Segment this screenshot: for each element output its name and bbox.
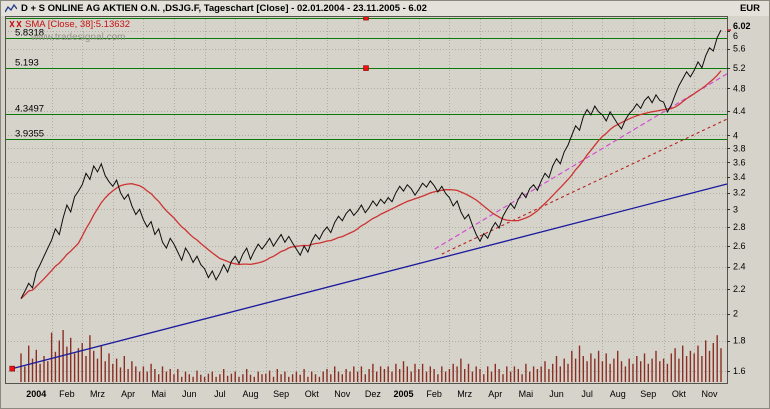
plot-border [5, 16, 728, 384]
axis-tick-label: 4 [733, 130, 738, 140]
red-dashed-trendline[interactable] [441, 118, 728, 255]
month-label: Jul [581, 389, 593, 399]
month-label: Feb [426, 389, 442, 399]
month-label: Nov [334, 389, 351, 399]
month-label: 2005 [393, 389, 413, 399]
month-label: Feb [59, 389, 75, 399]
axis-tick-label: 2.6 [733, 241, 746, 251]
trendline-drag-handle[interactable] [9, 365, 15, 372]
sma-label: SMA [Close, 38]:5.13632 [25, 19, 131, 30]
close-price-line [20, 29, 722, 299]
chart-title: D + S ONLINE AG AKTIEN O.N. ,DSJG.F, Tag… [21, 3, 427, 14]
axis-tick-label: 3 [733, 204, 738, 214]
axis-tick-label: 3.8 [733, 144, 746, 154]
sma-icon [9, 20, 22, 29]
time-axis[interactable]: 2004 Feb Mrz Apr Mai Jun Jul Aug Sep Okt Nov Dez 200… [26, 389, 718, 399]
gridlines [5, 16, 727, 383]
month-label: Apr [121, 389, 135, 399]
axis-tick-label: 3.6 [733, 157, 746, 167]
month-label: Okt [305, 389, 320, 399]
month-label: Mai [151, 389, 166, 399]
month-label: Sep [273, 389, 289, 399]
axis-tick-label: 2.8 [733, 222, 746, 232]
month-label: Sep [640, 389, 656, 399]
blue-support-trendline[interactable] [12, 183, 728, 370]
hline-label: 4.3497 [15, 104, 44, 115]
month-label: Mai [519, 389, 534, 399]
month-label: Jun [549, 389, 564, 399]
axis-tick-label: 3.2 [733, 188, 746, 198]
month-label: Nov [701, 389, 718, 399]
axis-tick-label: 4.4 [733, 106, 746, 116]
axis-tick-label: 5.6 [733, 44, 746, 54]
axis-tick-label: 1.8 [733, 336, 746, 346]
watermark: www.tradesignal.com [31, 32, 126, 43]
axis-tick-label: 5.2 [733, 63, 746, 73]
axis-tick-label: 2.2 [733, 284, 746, 294]
axis-tick-label: 4.8 [733, 83, 746, 93]
axis-tick-label: 6 [733, 31, 738, 41]
month-label: Jun [182, 389, 197, 399]
hline-label: 3.9355 [15, 129, 44, 140]
month-label: Okt [672, 389, 687, 399]
axis-tick-label: 2 [733, 309, 738, 319]
indicator-row[interactable]: SMA [Close, 38]:5.13632 [9, 19, 130, 30]
current-price-label: 6.02 [733, 21, 751, 31]
hline-label: 5.8318 [15, 28, 44, 39]
magenta-dashed-trendline[interactable] [434, 73, 728, 250]
month-label: Mrz [457, 389, 472, 399]
line-drag-handle[interactable] [363, 65, 369, 71]
month-label: Mrz [90, 389, 105, 399]
chart-icon [5, 3, 17, 14]
axis-tick-label: 2.4 [733, 262, 746, 272]
sma-line [20, 70, 722, 300]
axis-tick-label: 3.4 [733, 172, 746, 182]
month-label: Aug [242, 389, 258, 399]
month-label: 2004 [26, 389, 46, 399]
currency-label: EUR [739, 3, 760, 14]
chart-title-bar: D + S ONLINE AG AKTIEN O.N. ,DSJG.F, Tag… [1, 1, 769, 16]
axis-tick-label: 1.6 [733, 366, 746, 376]
volume-bars [20, 330, 722, 382]
price-axis[interactable]: 6 5.6 5.2 4.8 4.4 4 3.8 3.6 3.4 3.2 3 2.8 2.6 2.4 2.2 2… [727, 31, 746, 376]
month-label: Apr [488, 389, 502, 399]
month-label: Aug [610, 389, 626, 399]
month-label: Dez [365, 389, 382, 399]
month-label: Jul [214, 389, 226, 399]
hline-label: 5.193 [15, 58, 39, 69]
